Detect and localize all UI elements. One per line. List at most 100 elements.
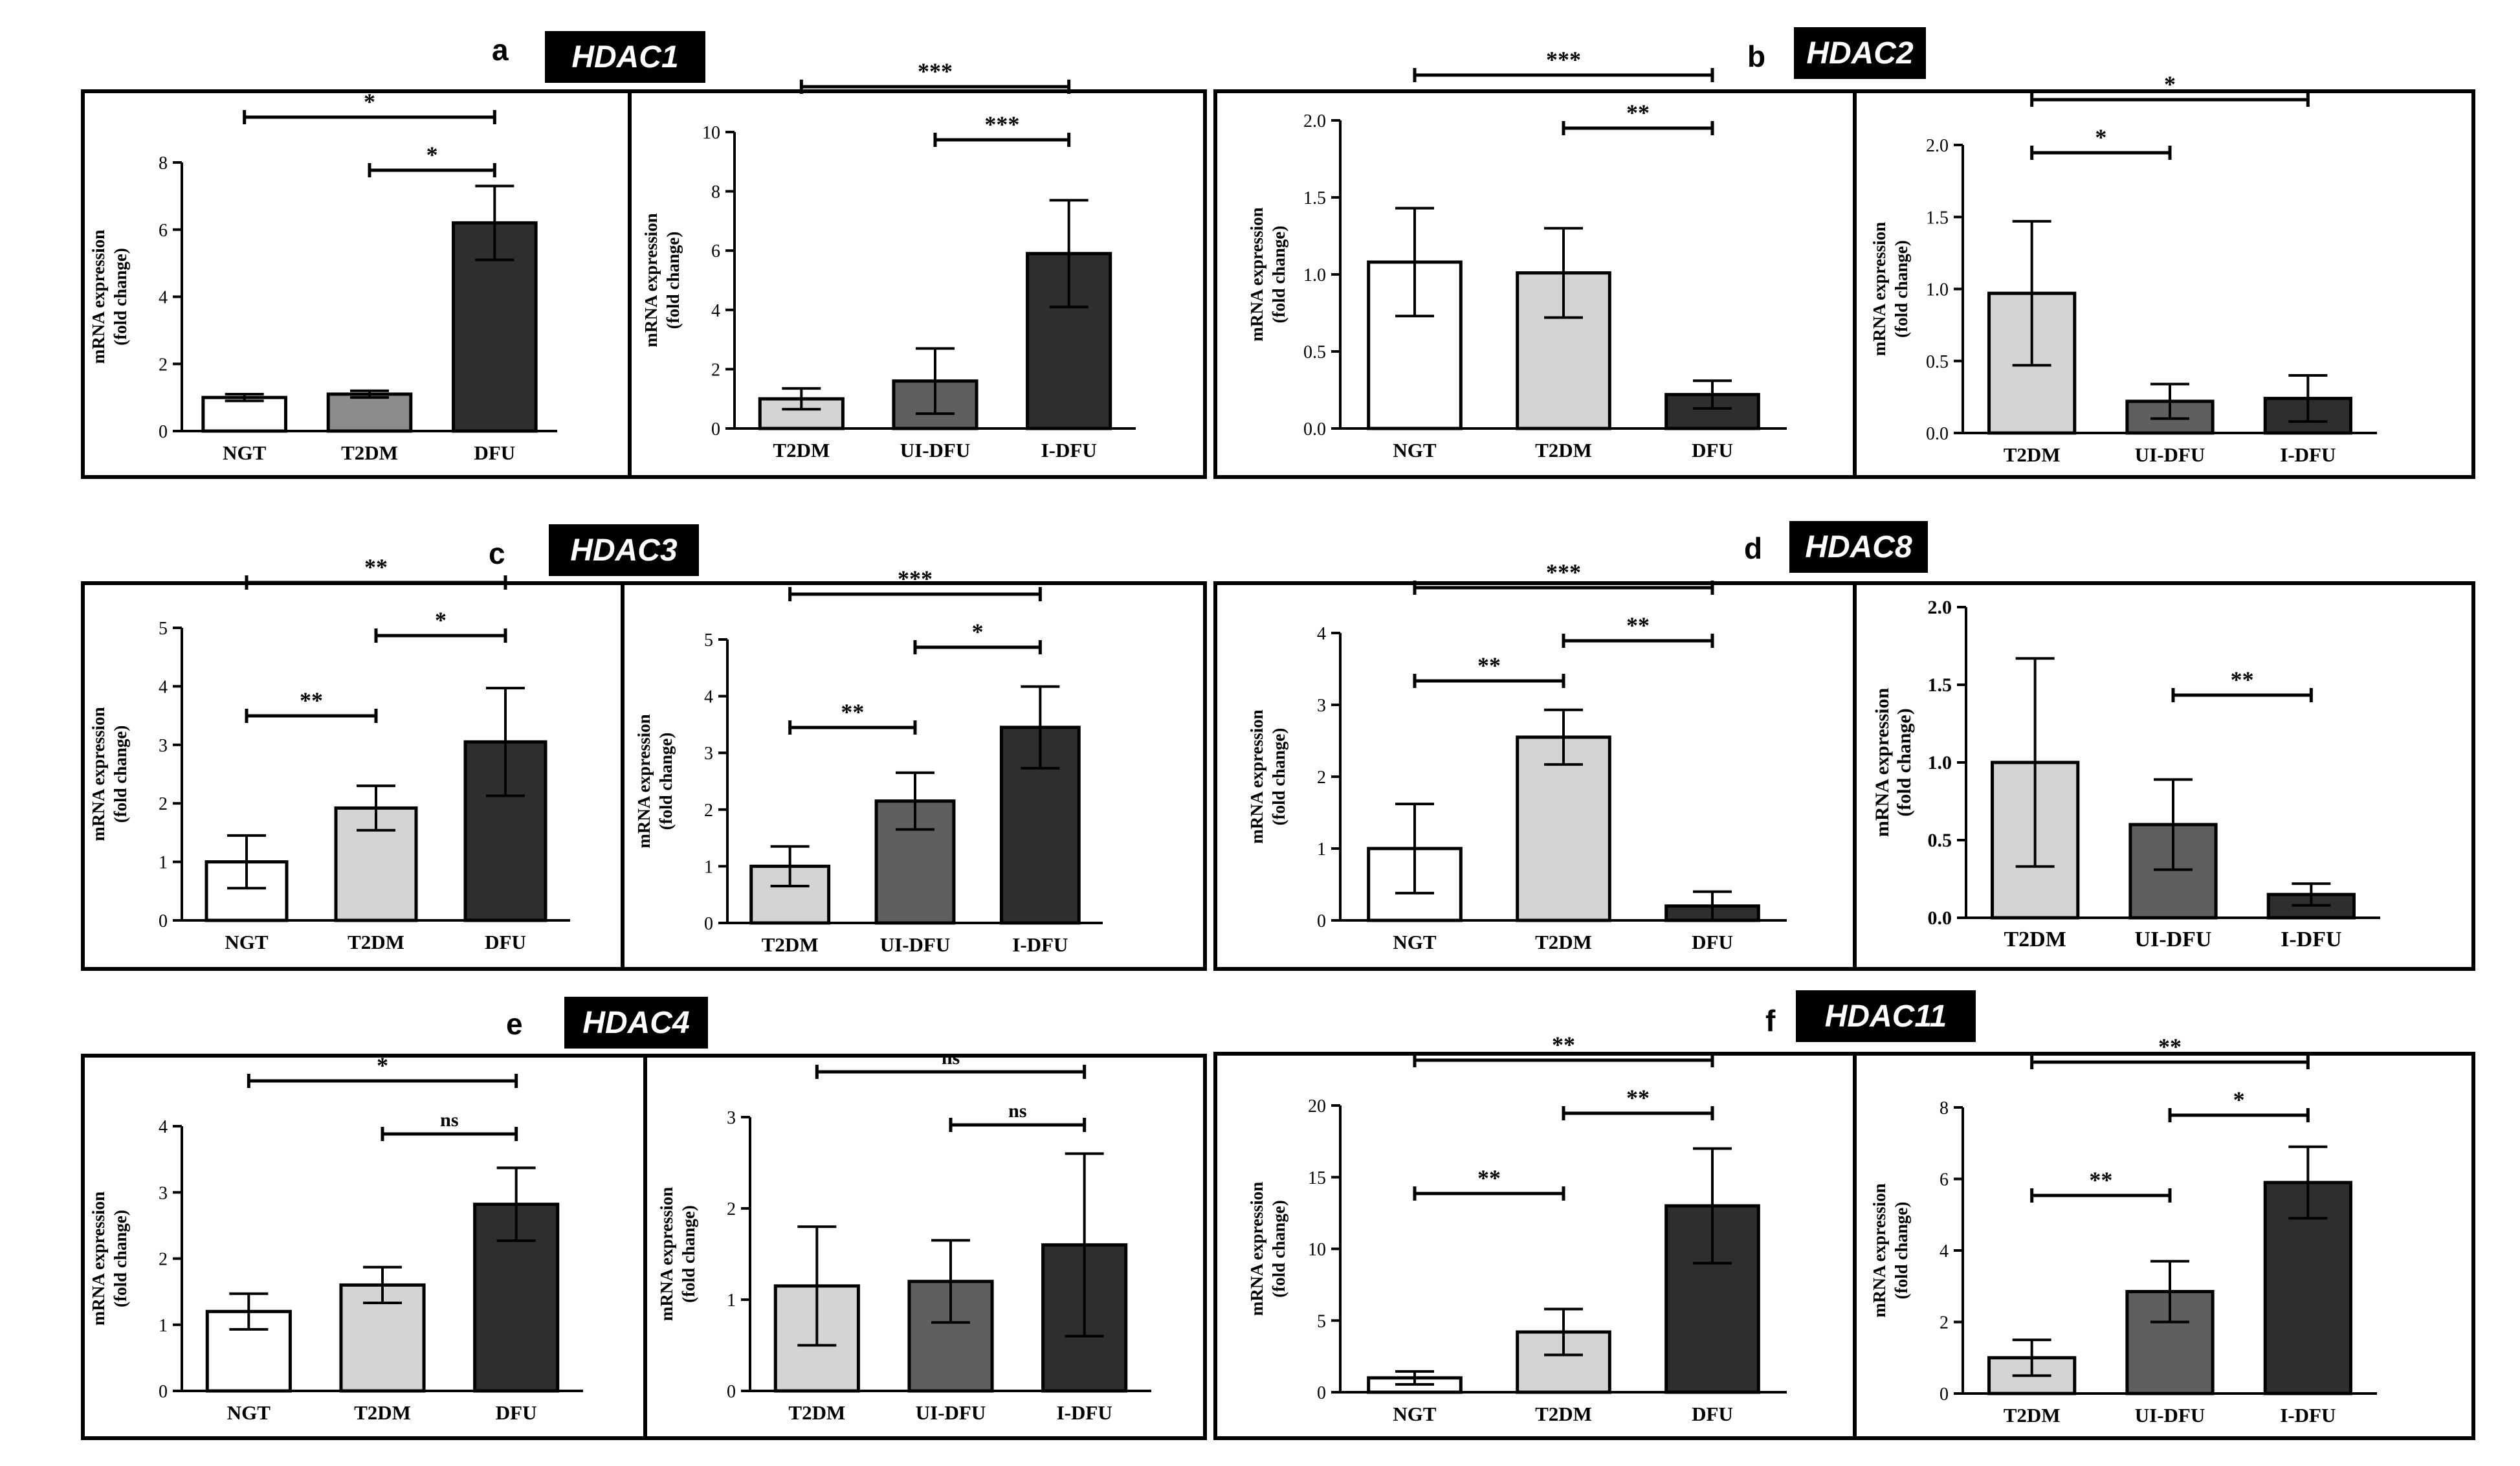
y-axis-label-2: (fold change): [1269, 226, 1288, 324]
y-axis-label-2: (fold change): [111, 726, 130, 823]
panel-group-d: [1213, 581, 2475, 971]
x-tick-label: DFU: [496, 1401, 537, 1424]
significance-label: **: [2089, 1167, 2112, 1193]
y-tick-label: 1.0: [1303, 265, 1326, 285]
panel-letter-b: b: [1747, 39, 1766, 73]
y-tick-label: 0.5: [1303, 342, 1326, 362]
y-tick-label: 2: [704, 801, 713, 821]
chart-hdac1-ngt-t2dm-dfu: 0 2 4 6 8 mRNA expression (fold change) NGT T2DM…: [89, 89, 557, 464]
y-axis-label: mRNA expression: [657, 1187, 676, 1321]
x-tick-label: T2DM: [2004, 443, 2061, 466]
significance-label: **: [1626, 612, 1650, 638]
y-tick-label: 2: [159, 794, 168, 814]
y-tick-label: 5: [159, 619, 168, 639]
x-tick-label: UI-DFU: [900, 439, 971, 461]
bar-t2dm: [1516, 735, 1611, 922]
gene-label-hdac2: HDAC2: [1794, 27, 1926, 79]
y-tick-label: 1.0: [1926, 280, 1949, 300]
y-tick-label: 3: [159, 1183, 168, 1203]
x-tick-label: T2DM: [773, 439, 830, 461]
x-tick-label: T2DM: [762, 933, 819, 956]
x-tick-label: DFU: [485, 931, 526, 953]
chart-hdac1-t2dm-uidfu-idfu: 0 2 4 6 8 10 mRNA expression (fold change) T2DM U…: [641, 58, 1136, 461]
panel-letter-e: e: [506, 1007, 523, 1041]
y-axis-label: mRNA expression: [1872, 688, 1893, 838]
y-tick-label: 6: [1940, 1170, 1949, 1190]
y-tick-label: 1: [159, 853, 168, 873]
y-tick-label: 4: [159, 1117, 168, 1137]
y-tick-label: 15: [1308, 1168, 1326, 1188]
y-tick-label: 4: [711, 301, 720, 321]
x-tick-label: NGT: [225, 931, 269, 953]
y-tick-label: 0.0: [1303, 419, 1326, 439]
y-axis-label: mRNA expression: [89, 1192, 108, 1326]
x-tick-label: UI-DFU: [916, 1401, 986, 1424]
y-tick-label: 5: [1317, 1311, 1326, 1331]
significance-label: **: [2231, 667, 2254, 693]
y-axis-label-2: (fold change): [1269, 1200, 1288, 1298]
y-tick-label: 3: [159, 736, 168, 756]
x-tick-label: NGT: [1393, 931, 1437, 953]
y-tick-label: 1.5: [1303, 188, 1326, 208]
chart-hdac2-ngt-t2dm-dfu: 0.0 0.5 1.0 1.5 2.0 mRNA expression (fold chan…: [1247, 47, 1787, 461]
gene-label-hdac3: HDAC3: [549, 524, 699, 576]
x-tick-label: DFU: [1692, 931, 1733, 953]
significance-label: **: [1477, 1165, 1501, 1191]
significance-label: *: [2095, 124, 2106, 150]
y-axis-label: mRNA expression: [1870, 1183, 1889, 1317]
significance-label: ns: [1008, 1100, 1026, 1122]
y-tick-label: 3: [1317, 696, 1326, 716]
y-tick-label: 6: [711, 241, 720, 261]
y-tick-label: 4: [1317, 624, 1326, 644]
y-axis-label-2: (fold change): [663, 232, 683, 329]
chart-hdac4-ngt-t2dm-dfu: 0 1 2 3 4 mRNA expression (fold change) NGT T2DM…: [89, 1052, 583, 1424]
y-axis-label-2: (fold change): [656, 733, 676, 830]
y-tick-label: 4: [159, 677, 168, 697]
panel-letter-d: d: [1744, 531, 1763, 565]
significance-label: **: [364, 554, 388, 580]
chart-hdac11-ngt-t2dm-dfu: 0 5 10 15 20 mRNA expression (fold change) NGT T…: [1247, 1032, 1787, 1425]
chart-hdac8-t2dm-uidfu-idfu: 0.0 0.5 1.0 1.5 2.0 mRNA expression (fold chan…: [1872, 597, 2380, 951]
y-tick-label: 10: [702, 123, 720, 143]
significance-label: ***: [1546, 559, 1581, 585]
significance-label: **: [300, 687, 323, 713]
chart-hdac3-t2dm-uidfu-idfu: 0 1 2 3 4 5 mRNA expression (fold change) T2DM UI…: [634, 566, 1103, 956]
y-tick-label: 0: [159, 1382, 168, 1402]
significance-label: **: [1626, 1085, 1650, 1111]
y-tick-label: 0: [1940, 1384, 1949, 1405]
significance-label: ns: [440, 1109, 458, 1131]
x-tick-label: T2DM: [1535, 439, 1592, 461]
x-tick-label: I-DFU: [2280, 1404, 2336, 1427]
x-tick-label: DFU: [474, 441, 515, 464]
significance-label: *: [435, 607, 447, 633]
y-tick-label: 2: [159, 1250, 168, 1270]
y-tick-label: 4: [1940, 1241, 1949, 1261]
y-tick-label: 0: [1317, 911, 1326, 931]
y-axis-label-2: (fold change): [111, 1210, 130, 1307]
y-tick-label: 2: [727, 1199, 736, 1219]
y-axis-label-2: (fold change): [679, 1205, 698, 1303]
panel-letter-f: f: [1765, 1004, 1776, 1038]
y-axis-label: mRNA expression: [1247, 1182, 1266, 1316]
y-tick-label: 1: [727, 1291, 736, 1311]
y-tick-label: 1.5: [1928, 674, 1952, 696]
y-axis-label: mRNA expression: [89, 230, 108, 364]
significance-label: ns: [942, 1047, 960, 1069]
y-tick-label: 2: [1940, 1313, 1949, 1333]
chart-hdac11-t2dm-uidfu-idfu: 0 2 4 6 8 mRNA expression (fold change) T2DM UI-…: [1870, 1034, 2377, 1427]
gene-label-hdac1: HDAC1: [545, 31, 705, 83]
panel-group-f: [1213, 1052, 2475, 1440]
x-tick-label: I-DFU: [2280, 443, 2336, 466]
y-tick-label: 0: [159, 911, 168, 931]
panel-letter-a: a: [492, 33, 509, 67]
bar-ngt: [201, 395, 287, 433]
chart-hdac4-t2dm-uidfu-idfu: 0 1 2 3 mRNA expression (fold change) T2DM UI-D…: [657, 1047, 1151, 1424]
bar-t2dm: [326, 392, 413, 433]
y-tick-label: 1: [159, 1316, 168, 1336]
y-tick-label: 0: [159, 422, 168, 442]
y-tick-label: 8: [711, 183, 720, 203]
y-tick-label: 1.0: [1928, 752, 1952, 773]
x-tick-label: NGT: [1393, 439, 1437, 461]
significance-label: **: [1626, 100, 1650, 126]
x-tick-label: T2DM: [2004, 1404, 2061, 1427]
